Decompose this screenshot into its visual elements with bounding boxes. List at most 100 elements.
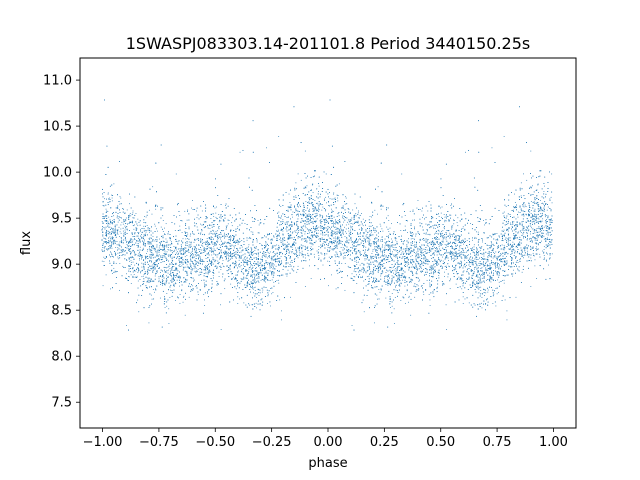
- data-point: [257, 280, 259, 282]
- data-point: [506, 229, 508, 231]
- data-point: [405, 248, 406, 249]
- data-point: [116, 217, 118, 219]
- data-point: [514, 193, 515, 195]
- data-point: [375, 241, 376, 243]
- data-point: [259, 265, 261, 266]
- data-point: [149, 259, 150, 261]
- data-point: [107, 193, 109, 195]
- data-point: [511, 259, 513, 260]
- data-point: [248, 268, 250, 270]
- data-point: [412, 209, 414, 211]
- data-point: [129, 257, 130, 259]
- data-point: [106, 220, 108, 222]
- data-point: [382, 264, 383, 266]
- data-point: [111, 247, 113, 249]
- data-point: [408, 263, 410, 265]
- data-point: [178, 276, 180, 278]
- data-point: [224, 252, 226, 253]
- data-point: [258, 224, 260, 226]
- data-point: [304, 237, 306, 239]
- data-point: [342, 252, 344, 254]
- data-point: [314, 209, 316, 211]
- data-point: [454, 267, 456, 269]
- data-point: [514, 250, 516, 252]
- data-point: [373, 322, 375, 324]
- data-point: [300, 232, 302, 234]
- data-point: [427, 259, 429, 261]
- data-point: [377, 270, 379, 272]
- data-point: [291, 252, 293, 254]
- data-point: [320, 260, 322, 262]
- data-point: [472, 260, 474, 261]
- data-point: [110, 237, 111, 239]
- data-point: [395, 250, 397, 252]
- data-point: [148, 238, 150, 239]
- data-point: [308, 218, 310, 220]
- data-point: [279, 239, 281, 241]
- data-point: [425, 259, 427, 260]
- data-point: [438, 270, 440, 272]
- data-point: [536, 238, 538, 240]
- data-point: [523, 226, 525, 228]
- data-point: [336, 194, 338, 196]
- data-point: [143, 235, 145, 237]
- data-point: [507, 219, 509, 221]
- data-point: [206, 238, 208, 239]
- data-point: [515, 207, 517, 209]
- data-point: [296, 223, 298, 225]
- data-point: [388, 240, 390, 242]
- data-point: [250, 256, 251, 257]
- data-point: [406, 250, 408, 252]
- data-point: [441, 230, 442, 232]
- data-point: [196, 217, 198, 219]
- data-point: [160, 226, 162, 228]
- data-point: [404, 276, 405, 278]
- data-point: [425, 223, 427, 225]
- data-point: [546, 209, 548, 211]
- data-point: [389, 266, 390, 268]
- data-point: [107, 249, 109, 251]
- data-point: [408, 238, 409, 240]
- data-point: [489, 268, 490, 270]
- data-point: [533, 255, 535, 257]
- data-point: [313, 218, 314, 220]
- data-point: [404, 259, 405, 261]
- data-point: [246, 263, 248, 265]
- data-point: [182, 301, 184, 303]
- data-point: [421, 238, 423, 240]
- data-point: [244, 256, 246, 258]
- data-point: [416, 251, 418, 253]
- data-point: [372, 250, 374, 252]
- data-point: [343, 258, 345, 260]
- data-point: [460, 245, 462, 247]
- data-point: [116, 241, 118, 242]
- data-point: [205, 248, 207, 250]
- data-point: [169, 254, 171, 256]
- data-point: [448, 220, 450, 222]
- data-point: [475, 281, 477, 283]
- data-point: [114, 222, 115, 223]
- data-point: [483, 255, 485, 257]
- data-point: [410, 238, 412, 240]
- data-point: [197, 269, 199, 270]
- data-point: [266, 233, 268, 235]
- data-point: [391, 246, 393, 248]
- data-point: [472, 239, 473, 241]
- data-point: [319, 220, 321, 221]
- data-point: [398, 251, 400, 253]
- data-point: [374, 248, 376, 250]
- data-point: [256, 272, 258, 274]
- data-point: [479, 249, 481, 251]
- data-point: [360, 270, 362, 272]
- data-point: [213, 270, 214, 272]
- data-point: [306, 185, 308, 187]
- data-point: [271, 293, 273, 295]
- data-point: [519, 244, 521, 246]
- data-point: [497, 292, 499, 293]
- data-point: [421, 270, 423, 272]
- data-point: [218, 214, 220, 215]
- data-point: [543, 246, 545, 248]
- data-point: [179, 248, 181, 249]
- data-point: [137, 225, 139, 227]
- data-point: [425, 240, 427, 242]
